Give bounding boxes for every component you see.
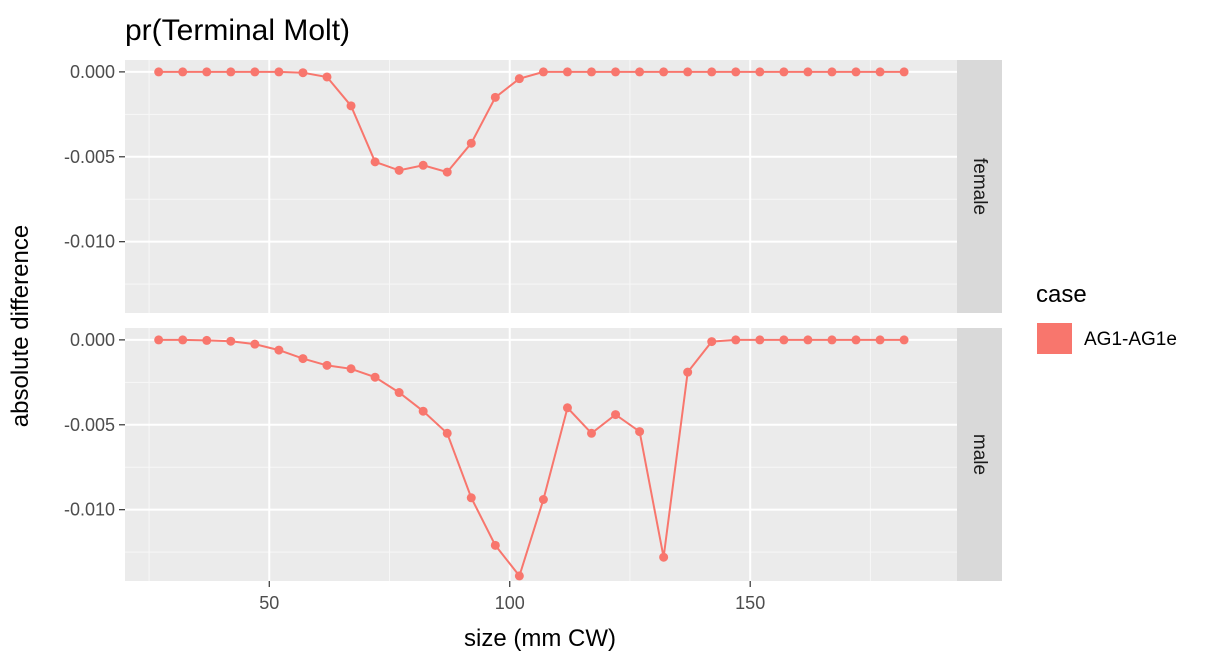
data-point — [154, 67, 164, 77]
data-point — [586, 67, 596, 77]
data-point — [202, 67, 212, 77]
panel-male: 0.000 -0.005 -0.010 male — [64, 328, 1002, 581]
data-point — [370, 372, 380, 382]
x-axis: 50 100 150 — [259, 581, 765, 613]
data-point — [274, 67, 284, 77]
data-point — [442, 428, 452, 438]
chart-title: pr(Terminal Molt) — [125, 14, 350, 47]
data-point — [346, 101, 356, 111]
y-tick-label: -0.005 — [64, 147, 115, 167]
data-point — [538, 494, 548, 504]
data-point — [779, 335, 789, 345]
data-point — [731, 335, 741, 345]
facet-strip — [957, 60, 1002, 313]
data-point — [490, 92, 500, 102]
facet-strip — [957, 328, 1002, 581]
panel-background — [125, 328, 957, 581]
data-point — [394, 165, 404, 175]
data-point — [803, 335, 813, 345]
x-axis-title: size (mm CW) — [464, 625, 616, 652]
x-tick-label: 150 — [735, 593, 765, 613]
legend-swatch — [1037, 323, 1072, 354]
data-point — [707, 67, 717, 77]
data-point — [178, 335, 188, 345]
data-point — [755, 67, 765, 77]
y-tick-label: -0.010 — [64, 232, 115, 252]
panel-female: 0.000 -0.005 -0.010 female — [64, 60, 1002, 313]
data-point — [611, 67, 621, 77]
data-point — [779, 67, 789, 77]
data-point — [586, 428, 596, 438]
data-point — [226, 67, 236, 77]
facet-panels: 0.000 -0.005 -0.010 female 0.000 -0.005 -0.010… — [64, 60, 1002, 581]
data-point — [202, 335, 212, 345]
data-point — [635, 427, 645, 437]
data-point — [442, 167, 452, 177]
data-point — [659, 67, 669, 77]
facet-strip-label: male — [969, 434, 990, 475]
legend: case AG1-AG1e — [1036, 281, 1177, 354]
data-point — [899, 335, 909, 345]
y-tick-label: 0.000 — [70, 62, 115, 82]
data-point — [514, 571, 524, 581]
data-point — [755, 335, 765, 345]
data-point — [635, 67, 645, 77]
data-point — [298, 68, 308, 78]
data-point — [538, 67, 548, 77]
data-point — [346, 364, 356, 374]
x-tick-label: 50 — [259, 593, 279, 613]
facet-strip-label: female — [969, 158, 990, 215]
data-point — [827, 67, 837, 77]
data-point — [899, 67, 909, 77]
data-point — [322, 360, 332, 370]
data-point — [298, 354, 308, 364]
data-point — [683, 367, 693, 377]
data-point — [370, 157, 380, 167]
data-point — [490, 540, 500, 550]
data-point — [875, 67, 885, 77]
data-point — [827, 335, 837, 345]
data-point — [466, 493, 476, 503]
data-point — [707, 337, 717, 347]
y-tick-label: 0.000 — [70, 330, 115, 350]
data-point — [851, 335, 861, 345]
data-point — [514, 74, 524, 84]
data-point — [466, 138, 476, 148]
data-point — [178, 67, 188, 77]
data-point — [731, 67, 741, 77]
y-tick-label: -0.005 — [64, 415, 115, 435]
data-point — [154, 335, 164, 345]
legend-entry-label: AG1-AG1e — [1084, 329, 1177, 350]
data-point — [250, 339, 260, 349]
data-point — [659, 552, 669, 562]
legend-title: case — [1036, 281, 1087, 308]
data-point — [250, 67, 260, 77]
data-point — [322, 72, 332, 82]
panel-background — [125, 60, 957, 313]
data-point — [418, 160, 428, 170]
y-tick-label: -0.010 — [64, 500, 115, 520]
data-point — [851, 67, 861, 77]
y-axis-title: absolute difference — [7, 225, 34, 427]
data-point — [562, 67, 572, 77]
data-point — [875, 335, 885, 345]
data-point — [803, 67, 813, 77]
data-point — [394, 388, 404, 398]
x-tick-label: 100 — [495, 593, 525, 613]
data-point — [611, 410, 621, 420]
data-point — [226, 336, 236, 346]
data-point — [562, 403, 572, 413]
data-point — [683, 67, 693, 77]
data-point — [274, 345, 284, 355]
data-point — [418, 406, 428, 416]
